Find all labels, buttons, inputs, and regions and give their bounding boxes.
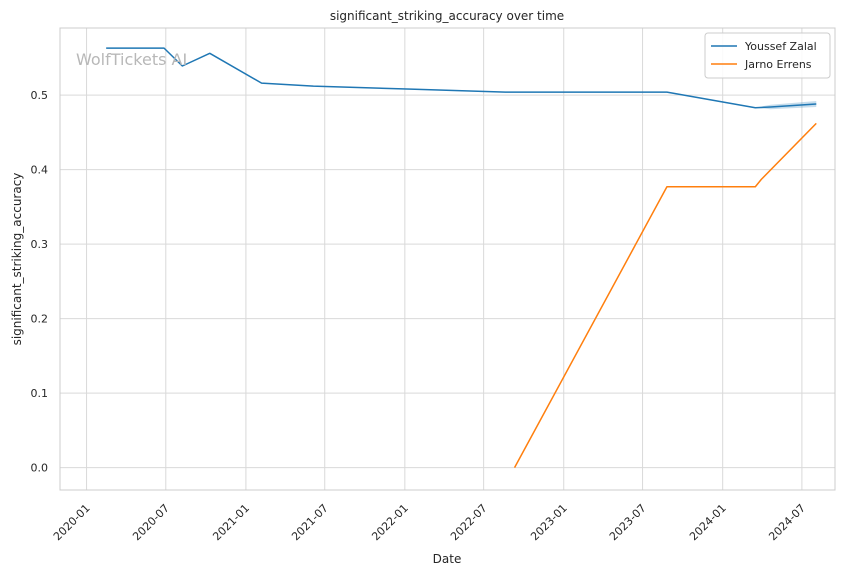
legend-label: Jarno Errens <box>744 58 812 71</box>
x-tick-label: 2020-07 <box>130 502 172 544</box>
y-axis-title: significant_striking_accuracy <box>10 173 24 346</box>
chart-title: significant_striking_accuracy over time <box>330 9 564 23</box>
x-tick-label: 2023-07 <box>607 502 649 544</box>
y-tick-label: 0.2 <box>31 313 49 326</box>
x-tick-label: 2021-01 <box>210 502 252 544</box>
x-tick-label: 2021-07 <box>289 502 331 544</box>
x-axis-title: Date <box>433 552 462 566</box>
y-tick-label: 0.1 <box>31 387 49 400</box>
grid <box>60 28 835 490</box>
legend-box <box>704 32 831 79</box>
x-tick-label: 2022-01 <box>369 502 411 544</box>
y-tick-label: 0.0 <box>31 462 49 475</box>
legend: Youssef Zalal Jarno Errens <box>704 32 831 79</box>
series-0-line <box>106 47 817 109</box>
plot-area-frame <box>59 27 836 491</box>
y-tick-label: 0.5 <box>31 89 49 102</box>
x-tick-label: 2024-01 <box>687 502 729 544</box>
x-tick-label: 2022-07 <box>448 502 490 544</box>
y-axis-ticks: 0.0 0.1 0.2 0.3 0.4 0.5 <box>31 89 49 475</box>
legend-label: Youssef Zalal <box>744 40 817 53</box>
watermark-text: WolfTickets AI <box>76 50 187 69</box>
x-axis-ticks: 2020-01 2020-07 2021-01 2021-07 2022-01 2022-… <box>51 502 808 544</box>
series-1-line <box>513 122 817 469</box>
y-tick-label: 0.3 <box>31 238 49 251</box>
x-tick-label: 2024-07 <box>766 502 808 544</box>
x-tick-label: 2020-01 <box>51 502 93 544</box>
y-tick-label: 0.4 <box>31 164 49 177</box>
x-tick-label: 2023-01 <box>528 502 570 544</box>
series-lines <box>106 47 817 469</box>
